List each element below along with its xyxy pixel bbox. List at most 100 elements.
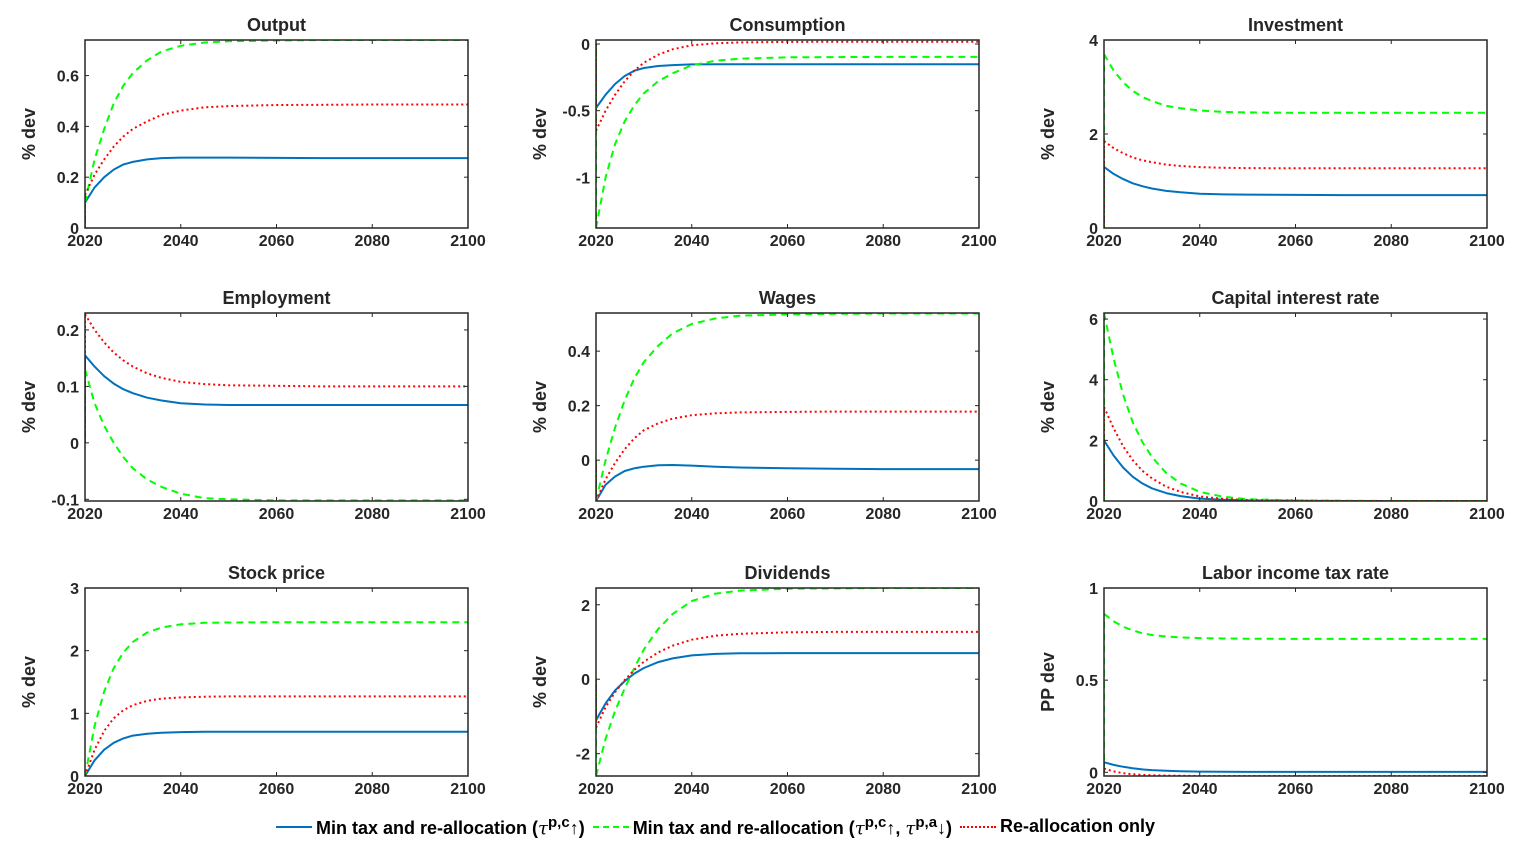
y-tick-label: 0 xyxy=(581,453,590,470)
y-tick-label: -0.1 xyxy=(51,492,79,509)
y-tick-label: 0 xyxy=(70,436,79,453)
legend-label: Min tax and re-allocation (τp,c↑, τp,a↓) xyxy=(632,814,953,839)
x-tick-label: 2060 xyxy=(1278,233,1314,250)
y-axis-label: % dev xyxy=(530,108,550,160)
series-line-min_tax_a xyxy=(1104,613,1487,640)
x-tick-label: 2100 xyxy=(961,781,997,798)
x-tick-label: 2080 xyxy=(354,233,390,250)
x-tick-label: 2080 xyxy=(865,233,901,250)
x-tick-label: 2040 xyxy=(163,233,199,250)
x-tick-label: 2020 xyxy=(67,233,103,250)
series-line-min_tax_a xyxy=(85,621,468,776)
y-tick-label: 0.5 xyxy=(1076,673,1098,690)
x-tick-label: 2080 xyxy=(1373,781,1409,798)
y-tick-label: -2 xyxy=(576,747,590,764)
legend-swatch-dotted xyxy=(960,825,997,828)
y-tick-label: 1 xyxy=(70,706,79,723)
series-line-realloc xyxy=(85,695,468,776)
x-tick-label: 2100 xyxy=(961,506,997,523)
x-tick-label: 2060 xyxy=(770,781,806,798)
y-tick-label: 1 xyxy=(1089,581,1098,598)
y-tick-label: 0 xyxy=(1089,221,1098,238)
series-group xyxy=(85,621,468,776)
x-tick-label: 2060 xyxy=(1278,781,1314,798)
x-tick-label: 2020 xyxy=(1086,506,1122,523)
series-line-min_tax_a xyxy=(85,40,468,203)
panel-labor-income-tax-rate: 2020 2040 2060 2080 2100 0 0.5 1 Labor income ta… xyxy=(1038,563,1505,798)
panel-wages: 2020 2040 2060 2080 2100 0 0.2 0.4 Wages % dev xyxy=(530,288,997,523)
panel-title: Capital interest rate xyxy=(1211,288,1379,308)
x-tick-label: 2040 xyxy=(163,781,199,798)
panel-employment: 2020 2040 2060 2080 2100 -0.1 0 0.1 0.2 Employmen… xyxy=(19,288,486,523)
y-tick-label: 0.6 xyxy=(57,69,79,86)
x-tick-label: 2100 xyxy=(450,781,486,798)
series-line-min_tax xyxy=(85,156,468,204)
y-tick-label: 2 xyxy=(581,598,590,615)
x-tick-label: 2060 xyxy=(770,233,806,250)
y-axis-label: % dev xyxy=(19,381,39,433)
series-line-min_tax_a xyxy=(1104,313,1487,501)
y-tick-label: 4 xyxy=(1089,373,1098,390)
series-line-min_tax xyxy=(85,354,468,406)
x-tick-label: 2060 xyxy=(259,781,295,798)
x-tick-label: 2080 xyxy=(1373,233,1409,250)
panel-output: 2020 2040 2060 2080 2100 0 0.2 0.4 0.6 Output % de… xyxy=(19,15,486,250)
y-tick-label: 0.4 xyxy=(568,344,590,361)
x-tick-label: 2020 xyxy=(67,506,103,523)
y-axis-label: % dev xyxy=(1038,108,1058,160)
plot-area xyxy=(85,588,468,776)
x-tick-label: 2020 xyxy=(578,506,614,523)
x-tick-label: 2080 xyxy=(354,781,390,798)
y-tick-label: 6 xyxy=(1089,312,1098,329)
legend-swatch-dashed xyxy=(592,825,629,828)
series-line-min_tax xyxy=(85,730,468,776)
y-tick-label: 0.4 xyxy=(57,119,79,136)
y-tick-label: 0 xyxy=(581,672,590,689)
y-tick-label: 0 xyxy=(581,37,590,54)
series-line-min_tax xyxy=(596,464,979,501)
x-tick-label: 2020 xyxy=(1086,233,1122,250)
series-group xyxy=(85,40,468,228)
x-tick-label: 2100 xyxy=(450,506,486,523)
y-axis-label: % dev xyxy=(1038,381,1058,433)
series-line-min_tax xyxy=(1104,166,1487,197)
panel-consumption: 2020 2040 2060 2080 2100 -1 -0.5 0 Consumption % … xyxy=(530,15,997,250)
x-tick-label: 2100 xyxy=(1469,233,1505,250)
panel-title: Output xyxy=(247,15,306,35)
y-tick-label: 0.2 xyxy=(57,170,79,187)
panel-title: Investment xyxy=(1248,15,1343,35)
panel-title: Dividends xyxy=(744,563,830,583)
series-line-realloc xyxy=(596,40,979,132)
x-tick-label: 2100 xyxy=(961,233,997,250)
y-tick-label: 0.2 xyxy=(568,399,590,416)
panel-title: Employment xyxy=(222,288,330,308)
x-tick-label: 2100 xyxy=(1469,781,1505,798)
x-tick-label: 2040 xyxy=(674,233,710,250)
y-tick-label: 0.2 xyxy=(57,323,79,340)
series-line-min_tax xyxy=(596,652,979,721)
panel-dividends: 2020 2040 2060 2080 2100 -2 0 2 Dividends % dev xyxy=(530,563,997,798)
series-line-min_tax_a xyxy=(1104,53,1487,114)
x-tick-label: 2020 xyxy=(1086,781,1122,798)
series-group xyxy=(1104,53,1487,228)
x-tick-label: 2040 xyxy=(1182,781,1218,798)
x-tick-label: 2080 xyxy=(1373,506,1409,523)
y-tick-label: 0 xyxy=(70,221,79,238)
legend-item-realloc: Re-allocation only xyxy=(960,816,1155,837)
y-axis-label: % dev xyxy=(19,108,39,160)
series-line-min_tax xyxy=(1104,439,1487,501)
y-tick-label: 3 xyxy=(70,581,79,598)
x-tick-label: 2040 xyxy=(674,506,710,523)
series-line-realloc xyxy=(85,313,468,388)
panel-title: Stock price xyxy=(228,563,325,583)
legend-item-min-tax-a: Min tax and re-allocation (τp,c↑, τp,a↓) xyxy=(592,814,953,839)
y-tick-label: 2 xyxy=(70,644,79,661)
y-axis-label: % dev xyxy=(19,656,39,708)
y-tick-label: 0 xyxy=(1089,765,1098,782)
panel-stock-price: 2020 2040 2060 2080 2100 0 1 2 3 Stock price % dev xyxy=(19,563,486,798)
plot-area xyxy=(1104,588,1487,776)
x-tick-label: 2040 xyxy=(1182,233,1218,250)
y-axis-label: % dev xyxy=(530,381,550,433)
plot-area xyxy=(596,588,979,776)
